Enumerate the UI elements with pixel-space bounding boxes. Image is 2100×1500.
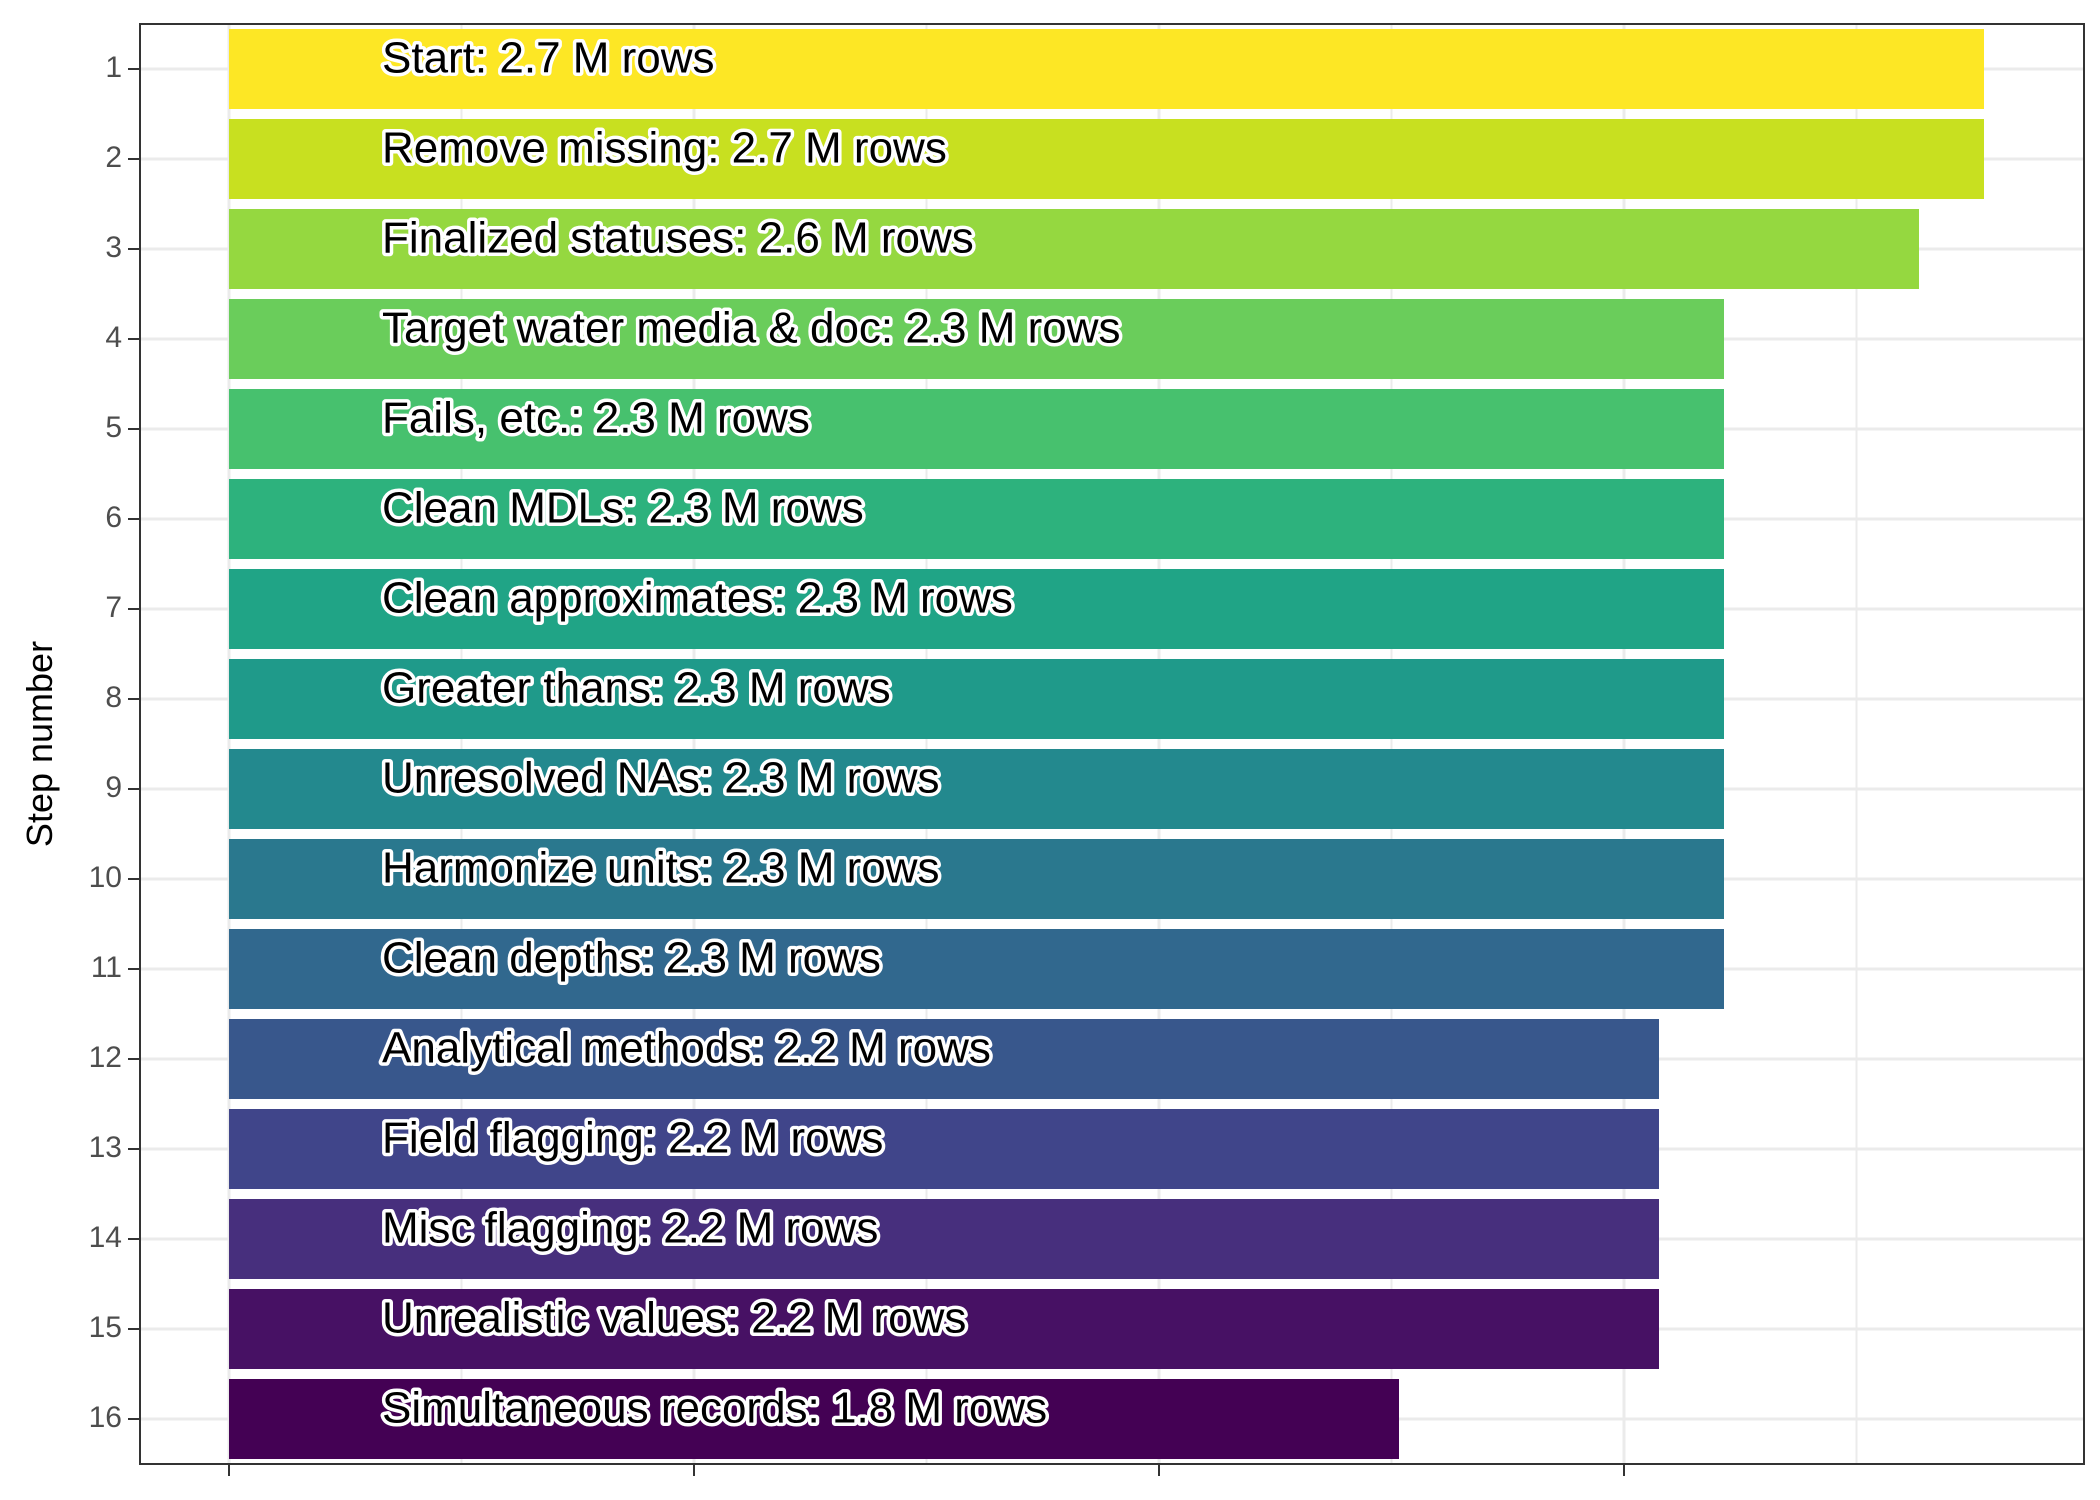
bar-label-step-10: Harmonize units: 2.3 M rows bbox=[382, 844, 940, 893]
bar-step-11 bbox=[229, 929, 1724, 1009]
bar-label-step-4: Target water media & doc: 2.3 M rows bbox=[382, 304, 1121, 353]
bar-step-8 bbox=[229, 659, 1724, 739]
bar-label-step-13: Field flagging: 2.2 M rows bbox=[382, 1114, 883, 1163]
y-tick-label: 1 bbox=[105, 51, 122, 84]
bar-step-16 bbox=[229, 1379, 1399, 1459]
y-tick-label: 9 bbox=[105, 771, 122, 804]
bar-step-3 bbox=[229, 209, 1919, 289]
bar-step-5 bbox=[229, 389, 1724, 469]
bar-step-7 bbox=[229, 569, 1724, 649]
bar-label-step-3: Finalized statuses: 2.6 M rows bbox=[382, 214, 974, 263]
bar-step-2 bbox=[229, 119, 1984, 199]
y-tick-label: 8 bbox=[105, 681, 122, 714]
y-tick-label: 5 bbox=[105, 411, 122, 444]
bar-step-4 bbox=[229, 299, 1724, 379]
bar-label-step-16: Simultaneous records: 1.8 M rows bbox=[382, 1384, 1047, 1433]
bar-label-step-15: Unrealistic values: 2.2 M rows bbox=[382, 1294, 966, 1343]
bar-label-step-7: Clean approximates: 2.3 M rows bbox=[382, 574, 1013, 623]
bar-step-14 bbox=[229, 1199, 1659, 1279]
y-tick-label: 2 bbox=[105, 141, 122, 174]
bar-step-1 bbox=[229, 29, 1984, 109]
y-tick-label: 10 bbox=[89, 861, 122, 894]
bar-label-step-2: Remove missing: 2.7 M rows bbox=[382, 124, 947, 173]
y-tick-label: 11 bbox=[91, 951, 122, 984]
bar-label-step-8: Greater thans: 2.3 M rows bbox=[382, 664, 891, 713]
bar-step-10 bbox=[229, 839, 1724, 919]
bar-step-15 bbox=[229, 1289, 1659, 1369]
y-tick-label: 15 bbox=[89, 1311, 122, 1344]
bar-label-step-6: Clean MDLs: 2.3 M rows bbox=[382, 484, 864, 533]
bar-label-step-5: Fails, etc.: 2.3 M rows bbox=[382, 394, 810, 443]
y-tick-label: 12 bbox=[89, 1041, 122, 1074]
bar-label-step-11: Clean depths: 2.3 M rows bbox=[382, 934, 881, 983]
y-tick-label: 6 bbox=[105, 501, 122, 534]
bar-label-step-9: Unresolved NAs: 2.3 M rows bbox=[382, 754, 940, 803]
y-axis-title: Step number bbox=[19, 641, 60, 847]
x-axis-ticks bbox=[228, 1464, 1625, 1476]
y-tick-label: 4 bbox=[105, 321, 122, 354]
y-tick-label: 3 bbox=[105, 231, 122, 264]
bar-label-step-12: Analytical methods: 2.2 M rows bbox=[382, 1024, 991, 1073]
bars bbox=[229, 29, 1984, 1459]
bar-label-step-14: Misc flagging: 2.2 M rows bbox=[382, 1204, 878, 1253]
bar-step-6 bbox=[229, 479, 1724, 559]
y-tick-label: 16 bbox=[89, 1401, 122, 1434]
y-tick-label: 7 bbox=[105, 591, 122, 624]
bar-step-13 bbox=[229, 1109, 1659, 1189]
bar-step-9 bbox=[229, 749, 1724, 829]
bar-step-12 bbox=[229, 1019, 1659, 1099]
bar-labels: Start: 2.7 M rows Remove missing: 2.7 M r… bbox=[379, 30, 1125, 1436]
y-tick-label: 14 bbox=[89, 1221, 122, 1254]
bar-label-step-1: Start: 2.7 M rows bbox=[382, 34, 715, 83]
plot-border bbox=[139, 23, 2085, 1465]
y-tick-label: 13 bbox=[89, 1131, 122, 1164]
